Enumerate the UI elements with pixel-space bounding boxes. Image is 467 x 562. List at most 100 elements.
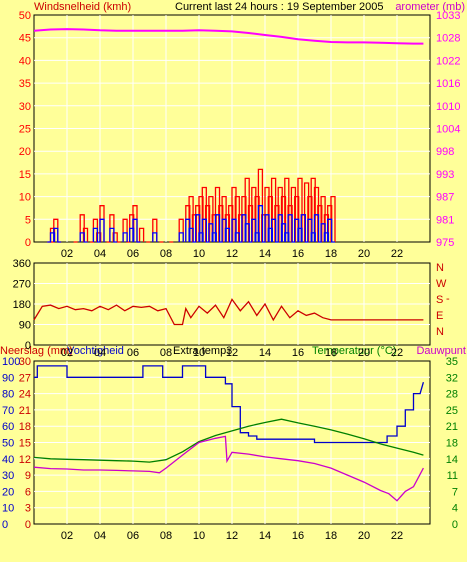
rain-tick-9: 27 — [19, 372, 31, 384]
wind-right-tick-3: 993 — [436, 169, 454, 181]
x-tick-label-1-06: 06 — [127, 347, 139, 359]
x-tick-label-2-08: 08 — [160, 530, 172, 542]
x-tick-label-0-18: 18 — [325, 248, 337, 260]
direction-left-tick-4: 360 — [13, 258, 31, 270]
x-tick-label-0-06: 06 — [127, 248, 139, 260]
rain-tick-1: 3 — [25, 503, 31, 515]
x-tick-label-1-22: 22 — [391, 347, 403, 359]
temperature-axis-label: Temperatuur (°C) — [312, 345, 396, 357]
tick-layer: 0202020404040606060808081010101212121414… — [2, 10, 460, 542]
temp-right-tick-3: 11 — [447, 470, 458, 482]
x-tick-label-1-18: 18 — [325, 347, 337, 359]
humidity-tick-10: 100 — [2, 356, 20, 368]
temp-right-tick-8: 28 — [446, 389, 458, 401]
temp-right-tick-9: 32 — [446, 372, 458, 384]
wind-left-tick-2: 10 — [19, 192, 31, 204]
series-wind-avg — [47, 205, 335, 243]
dewpoint-axis-label: Dauwpunt — [416, 345, 466, 357]
wind-left-tick-10: 50 — [19, 10, 31, 22]
x-tick-label-0-14: 14 — [259, 248, 271, 260]
x-tick-label-2-06: 06 — [127, 530, 139, 542]
wind-right-tick-2: 987 — [436, 192, 454, 204]
humidity-tick-0: 0 — [2, 519, 8, 531]
direction-left-tick-1: 90 — [19, 320, 31, 332]
series-temperature — [33, 418, 424, 463]
wind-left-tick-6: 30 — [19, 101, 31, 113]
series-barometer — [33, 28, 424, 45]
x-tick-label-1-02: 02 — [61, 347, 73, 359]
x-tick-label-0-02: 02 — [61, 248, 73, 260]
temp-right-tick-4: 14 — [446, 454, 458, 466]
humidity-axis-label: Vochtigheid — [67, 345, 124, 357]
humidity-tick-7: 70 — [2, 405, 14, 417]
wind-right-tick-7: 1016 — [436, 78, 460, 90]
barometer-axis-label: arometer (mb) — [395, 1, 465, 13]
x-tick-label-2-04: 04 — [94, 530, 106, 542]
rain-tick-6: 18 — [19, 421, 31, 433]
x-tick-label-2-02: 02 — [61, 530, 73, 542]
wind-left-tick-4: 20 — [19, 146, 31, 158]
x-tick-label-1-20: 20 — [358, 347, 370, 359]
rain-tick-5: 15 — [19, 438, 31, 450]
temp-right-tick-7: 25 — [446, 405, 458, 417]
x-tick-label-2-10: 10 — [193, 530, 205, 542]
x-tick-label-0-08: 08 — [160, 248, 172, 260]
temp-right-tick-5: 18 — [446, 438, 458, 450]
direction-left-tick-3: 270 — [13, 279, 31, 291]
rain-tick-0: 0 — [25, 519, 31, 531]
chart-title: Current last 24 hours : 19 September 200… — [175, 1, 384, 13]
x-tick-label-1-10: 10 — [193, 347, 205, 359]
wind-left-tick-5: 25 — [19, 124, 31, 136]
series-humidity — [34, 365, 425, 444]
rain-tick-3: 9 — [25, 470, 31, 482]
direction-right-tick-4: N — [436, 326, 444, 338]
x-tick-label-0-16: 16 — [292, 248, 304, 260]
humidity-tick-8: 80 — [2, 389, 14, 401]
temp-right-tick-6: 21 — [446, 421, 458, 433]
wind-right-tick-8: 1022 — [436, 55, 460, 67]
humidity-tick-1: 10 — [2, 503, 14, 515]
x-tick-label-2-22: 22 — [391, 530, 403, 542]
temp-right-tick-1: 4 — [452, 503, 458, 515]
x-tick-label-2-20: 20 — [358, 530, 370, 542]
series-dewpoint — [33, 435, 424, 502]
rain-axis-label: Neerslag (mm) — [0, 345, 73, 357]
extra-temp-label: Extra temp3 — [173, 345, 232, 357]
wind-right-tick-1: 981 — [436, 214, 454, 226]
wind-right-tick-6: 1010 — [436, 101, 460, 113]
humidity-tick-5: 50 — [2, 438, 14, 450]
x-tick-label-2-18: 18 — [325, 530, 337, 542]
wind-axis-label: Windsnelheid (kmh) — [34, 1, 131, 13]
x-tick-label-1-08: 08 — [160, 347, 172, 359]
rain-tick-4: 12 — [19, 454, 31, 466]
humidity-tick-6: 60 — [2, 421, 14, 433]
x-tick-label-0-22: 22 — [391, 248, 403, 260]
x-tick-label-0-12: 12 — [226, 248, 238, 260]
wind-right-tick-5: 1004 — [436, 124, 460, 136]
wind-left-tick-7: 35 — [19, 78, 31, 90]
rain-tick-10: 30 — [19, 356, 31, 368]
direction-right-tick-3: E — [436, 310, 443, 322]
temp-right-tick-0: 0 — [452, 519, 458, 531]
x-tick-label-1-14: 14 — [259, 347, 271, 359]
x-tick-label-2-12: 12 — [226, 530, 238, 542]
humidity-tick-4: 40 — [2, 454, 14, 466]
rain-tick-7: 21 — [19, 405, 31, 417]
direction-right-tick-1: W — [436, 278, 447, 290]
direction-left-tick-0: 0 — [25, 340, 31, 352]
wind-right-tick-9: 1028 — [436, 33, 460, 45]
series-layer — [33, 28, 425, 502]
wind-left-tick-9: 45 — [19, 33, 31, 45]
wind-right-tick-10: 1033 — [436, 10, 460, 22]
humidity-tick-2: 20 — [2, 486, 14, 498]
x-tick-label-1-04: 04 — [94, 347, 106, 359]
wind-left-tick-8: 40 — [19, 55, 31, 67]
wind-left-tick-0: 0 — [25, 237, 31, 249]
x-tick-label-1-12: 12 — [226, 347, 238, 359]
direction-left-tick-2: 180 — [13, 299, 31, 311]
x-tick-label-1-16: 16 — [292, 347, 304, 359]
humidity-tick-9: 90 — [2, 372, 14, 384]
series-wind-direction — [33, 298, 424, 326]
humidity-tick-3: 30 — [2, 470, 14, 482]
